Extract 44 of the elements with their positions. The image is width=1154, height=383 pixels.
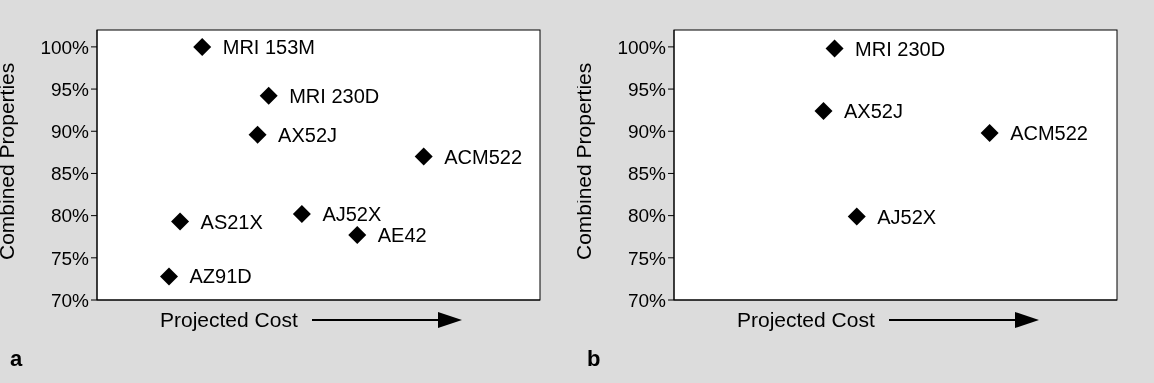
- point: [171, 212, 190, 231]
- series-label: AS21X: [200, 210, 263, 233]
- y-tick-label: 100%: [617, 36, 667, 58]
- text: b: [587, 346, 601, 372]
- y-tick-label: 85%: [627, 163, 667, 185]
- y-tick-label: 95%: [627, 78, 667, 100]
- point: [193, 37, 212, 56]
- y-tick-label: 90%: [627, 120, 667, 142]
- y-axis-title: Combined Properties: [572, 62, 596, 260]
- y-axis-title: Combined Properties: [0, 62, 19, 260]
- x-axis-title: Projected Cost: [737, 308, 875, 332]
- y-tick-label: 80%: [50, 205, 90, 227]
- point: [980, 123, 999, 142]
- point: [248, 125, 267, 144]
- y-tick-label: 95%: [50, 78, 90, 100]
- y-tick-label: 75%: [627, 247, 667, 269]
- series-label: ACM522: [444, 145, 523, 168]
- y-tick-label: 80%: [627, 205, 667, 227]
- series-label: AE42: [377, 224, 427, 247]
- series-label: AZ91D: [189, 265, 252, 288]
- y-tick-label: 100%: [40, 36, 90, 58]
- point: [847, 207, 866, 226]
- series-label: ACM522: [1010, 122, 1088, 145]
- series-label: MRI 153M: [222, 35, 315, 58]
- point: [348, 226, 367, 245]
- y-tick-label: 70%: [50, 289, 90, 311]
- y-tick-label: 75%: [50, 247, 90, 269]
- point: [159, 267, 178, 286]
- series-label: AJ52X: [877, 205, 937, 228]
- series-label: MRI 230D: [289, 84, 380, 107]
- text: a: [10, 346, 23, 372]
- point: [814, 102, 833, 120]
- point: [825, 39, 844, 58]
- point: [292, 204, 311, 223]
- series-label: AX52J: [844, 100, 903, 123]
- series-label: MRI 230D: [855, 37, 946, 60]
- y-tick-label: 90%: [50, 120, 90, 142]
- series-label: AX52J: [278, 123, 338, 146]
- point: [414, 147, 433, 166]
- series-label: AJ52X: [322, 203, 382, 226]
- y-tick-label: 85%: [50, 163, 90, 185]
- point: [259, 86, 278, 105]
- y-tick-label: 70%: [627, 289, 667, 311]
- x-axis-title: Projected Cost: [160, 308, 298, 332]
